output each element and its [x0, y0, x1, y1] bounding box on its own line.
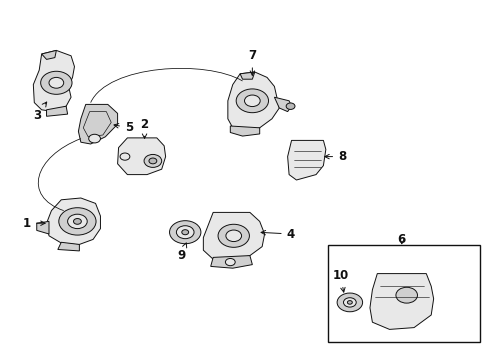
Polygon shape	[370, 274, 434, 329]
Polygon shape	[228, 72, 279, 131]
Text: 3: 3	[33, 102, 47, 122]
Circle shape	[236, 89, 269, 113]
Bar	[328, 245, 480, 342]
Circle shape	[149, 158, 157, 164]
Text: 6: 6	[398, 233, 406, 246]
Text: 4: 4	[261, 228, 295, 240]
Circle shape	[225, 258, 235, 266]
Circle shape	[396, 287, 417, 303]
Polygon shape	[240, 72, 255, 79]
Text: 2: 2	[141, 118, 148, 138]
Polygon shape	[47, 106, 68, 116]
Circle shape	[347, 301, 352, 304]
Circle shape	[59, 208, 96, 235]
Polygon shape	[288, 140, 326, 180]
Circle shape	[343, 298, 356, 307]
Polygon shape	[203, 212, 265, 261]
Polygon shape	[33, 50, 74, 112]
Circle shape	[170, 221, 201, 244]
Text: 1: 1	[23, 217, 45, 230]
Polygon shape	[42, 50, 56, 59]
Polygon shape	[274, 97, 292, 112]
Circle shape	[74, 219, 81, 224]
Circle shape	[176, 226, 194, 239]
Circle shape	[49, 77, 64, 88]
Polygon shape	[118, 138, 166, 175]
Circle shape	[286, 103, 295, 109]
Text: 5: 5	[114, 121, 133, 134]
Polygon shape	[37, 221, 49, 234]
Polygon shape	[211, 256, 252, 268]
Circle shape	[89, 134, 100, 143]
Polygon shape	[78, 104, 118, 144]
Text: 8: 8	[325, 150, 346, 163]
Text: 7: 7	[248, 49, 256, 75]
Circle shape	[226, 230, 242, 242]
Circle shape	[245, 95, 260, 107]
Text: 9: 9	[177, 243, 187, 262]
Circle shape	[337, 293, 363, 312]
Polygon shape	[47, 198, 100, 245]
Polygon shape	[58, 242, 79, 251]
Circle shape	[41, 71, 72, 94]
Text: 10: 10	[332, 269, 349, 292]
Circle shape	[120, 153, 130, 160]
Circle shape	[182, 230, 189, 235]
Circle shape	[68, 214, 87, 229]
Circle shape	[218, 224, 249, 247]
Polygon shape	[230, 126, 260, 136]
Circle shape	[144, 154, 162, 167]
